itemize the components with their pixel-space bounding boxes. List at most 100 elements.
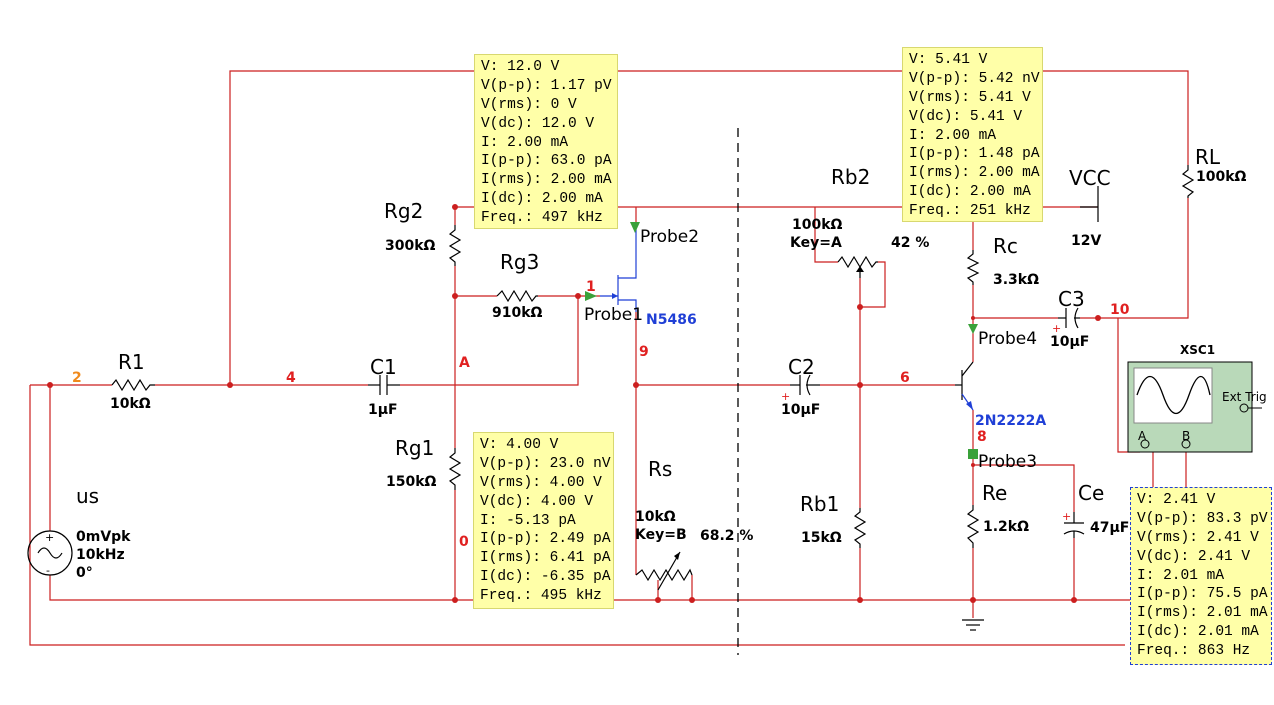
svg-text:+: + xyxy=(45,531,54,544)
readout-line: V(rms): 0 V xyxy=(481,96,577,113)
readout-line: V(p-p): 5.42 nV xyxy=(909,70,1040,87)
rg1-label: Rg1 xyxy=(395,436,434,460)
net-2: 2 xyxy=(72,370,82,386)
probe4-readout[interactable]: V: 5.41 V V(p-p): 5.42 nV V(rms): 5.41 V… xyxy=(902,47,1043,222)
resistor-r1[interactable] xyxy=(111,378,155,392)
rg3-label: Rg3 xyxy=(500,250,539,274)
c3-label: C3 xyxy=(1058,287,1085,311)
readout-line: V: 4.00 V xyxy=(480,437,559,453)
readout-line: V(dc): 2.41 V xyxy=(1137,548,1251,565)
resistor-rb1[interactable] xyxy=(853,508,867,548)
readout-line: I(rms): 2.01 mA xyxy=(1137,605,1268,622)
resistor-rc[interactable] xyxy=(966,250,980,285)
probe3-readout[interactable]: V: 2.41 V V(p-p): 83.3 pV V(rms): 2.41 V… xyxy=(1130,487,1272,665)
readout-line: I: 2.01 mA xyxy=(1137,567,1225,584)
probe2-readout[interactable]: V: 12.0 V V(p-p): 1.17 pV V(rms): 0 V V(… xyxy=(474,54,618,229)
readout-line: I(dc): 2.00 mA xyxy=(481,191,603,208)
junctions xyxy=(47,204,1101,603)
net-a: A xyxy=(459,355,470,371)
resistor-rl[interactable] xyxy=(1181,165,1195,198)
r1-label: R1 xyxy=(118,350,145,374)
readout-line: I(p-p): 75.5 pA xyxy=(1137,586,1268,603)
probe2-marker-icon[interactable] xyxy=(630,222,640,233)
rs-percent: 68.2 % xyxy=(700,528,753,544)
readout-line: V(p-p): 83.3 pV xyxy=(1137,510,1268,527)
readout-line: I(p-p): 2.49 pA xyxy=(480,531,611,548)
readout-line: V(p-p): 1.17 pV xyxy=(481,77,612,94)
net-8: 8 xyxy=(977,429,987,445)
rs-label: Rs xyxy=(648,457,672,481)
rb2-percent: 42 % xyxy=(891,235,929,251)
probe1-marker-icon[interactable] xyxy=(585,291,597,301)
capacitor-c3[interactable] xyxy=(1058,307,1080,329)
resistor-rg3[interactable] xyxy=(496,289,538,303)
probe2-label: Probe2 xyxy=(640,227,699,247)
rb2-label: Rb2 xyxy=(831,165,870,189)
readout-line: V: 2.41 V xyxy=(1137,492,1216,508)
rs-value: 10kΩ xyxy=(635,509,676,525)
probe1-readout[interactable]: V: 4.00 V V(p-p): 23.0 nV V(rms): 4.00 V… xyxy=(473,432,614,609)
readout-line: Freq.: 495 kHz xyxy=(480,588,602,605)
bjt-model: 2N2222A xyxy=(975,413,1046,429)
probe4-marker-icon[interactable] xyxy=(968,324,978,334)
capacitor-c2[interactable] xyxy=(790,374,820,396)
readout-line: I(dc): 2.01 mA xyxy=(1137,624,1259,641)
bjt-2n2222a[interactable] xyxy=(955,361,974,411)
rc-value: 3.3kΩ xyxy=(993,272,1039,288)
rs-key: Key=B xyxy=(635,527,687,543)
readout-line: V(dc): 5.41 V xyxy=(909,108,1023,125)
net-4: 4 xyxy=(286,370,296,386)
readout-line: I(rms): 2.00 mA xyxy=(481,172,612,189)
readout-line: V(rms): 5.41 V xyxy=(909,89,1031,106)
probe1-label: Probe1 xyxy=(584,305,643,325)
rb1-value: 15kΩ xyxy=(801,530,842,546)
us-phase: 0° xyxy=(76,565,93,581)
potentiometer-rb2[interactable] xyxy=(837,255,878,278)
net-6: 6 xyxy=(900,370,910,386)
scope-channel-b: B xyxy=(1182,429,1190,443)
readout-line: Freq.: 863 Hz xyxy=(1137,643,1251,660)
us-label: us xyxy=(76,484,99,508)
c2-plus: + xyxy=(781,390,790,403)
scope-name: XSC1 xyxy=(1180,343,1215,357)
ac-source-us[interactable]: + - xyxy=(27,530,73,577)
readout-line: I: 2.00 mA xyxy=(909,127,997,144)
resistor-rg1[interactable] xyxy=(448,448,462,490)
us-frequency: 10kHz xyxy=(76,547,125,563)
jfet-model: N5486 xyxy=(646,312,697,328)
rl-label: RL xyxy=(1195,145,1221,169)
readout-line: I(dc): -6.35 pA xyxy=(480,569,611,586)
net-9: 9 xyxy=(639,344,649,360)
capacitor-c1[interactable] xyxy=(368,375,400,395)
potentiometer-rs[interactable] xyxy=(635,551,693,591)
svg-text:+: + xyxy=(1062,510,1071,523)
vcc-supply[interactable] xyxy=(1080,186,1099,222)
jfet-n5486[interactable] xyxy=(600,222,637,312)
c3-value: 10µF xyxy=(1050,334,1089,350)
oscilloscope-xsc1[interactable] xyxy=(1127,361,1262,453)
c1-label: C1 xyxy=(370,355,397,379)
c3-plus: + xyxy=(1052,322,1061,335)
rc-label: Rc xyxy=(993,234,1018,258)
c2-label: C2 xyxy=(788,355,815,379)
readout-line: Freq.: 497 kHz xyxy=(481,210,603,227)
readout-line: I: -5.13 pA xyxy=(480,512,576,529)
probe3-marker-icon[interactable] xyxy=(968,449,978,459)
c1-value: 1µF xyxy=(368,402,398,418)
readout-line: V(dc): 12.0 V xyxy=(481,115,595,132)
r1-value: 10kΩ xyxy=(110,396,151,412)
resistor-rg2[interactable] xyxy=(448,225,462,266)
vcc-value: 12V xyxy=(1071,233,1101,249)
capacitor-ce[interactable]: + xyxy=(1062,510,1085,538)
rb1-label: Rb1 xyxy=(800,492,839,516)
scope-ext-trig: Ext Trig xyxy=(1222,390,1267,404)
rg2-label: Rg2 xyxy=(384,199,423,223)
resistor-re[interactable] xyxy=(966,505,980,548)
readout-line: I(rms): 6.41 pA xyxy=(480,550,611,567)
probe3-label: Probe3 xyxy=(978,452,1037,472)
readout-line: V(rms): 2.41 V xyxy=(1137,529,1259,546)
ground-icon xyxy=(962,619,984,631)
net-10: 10 xyxy=(1110,302,1130,318)
net-0: 0 xyxy=(459,534,469,550)
